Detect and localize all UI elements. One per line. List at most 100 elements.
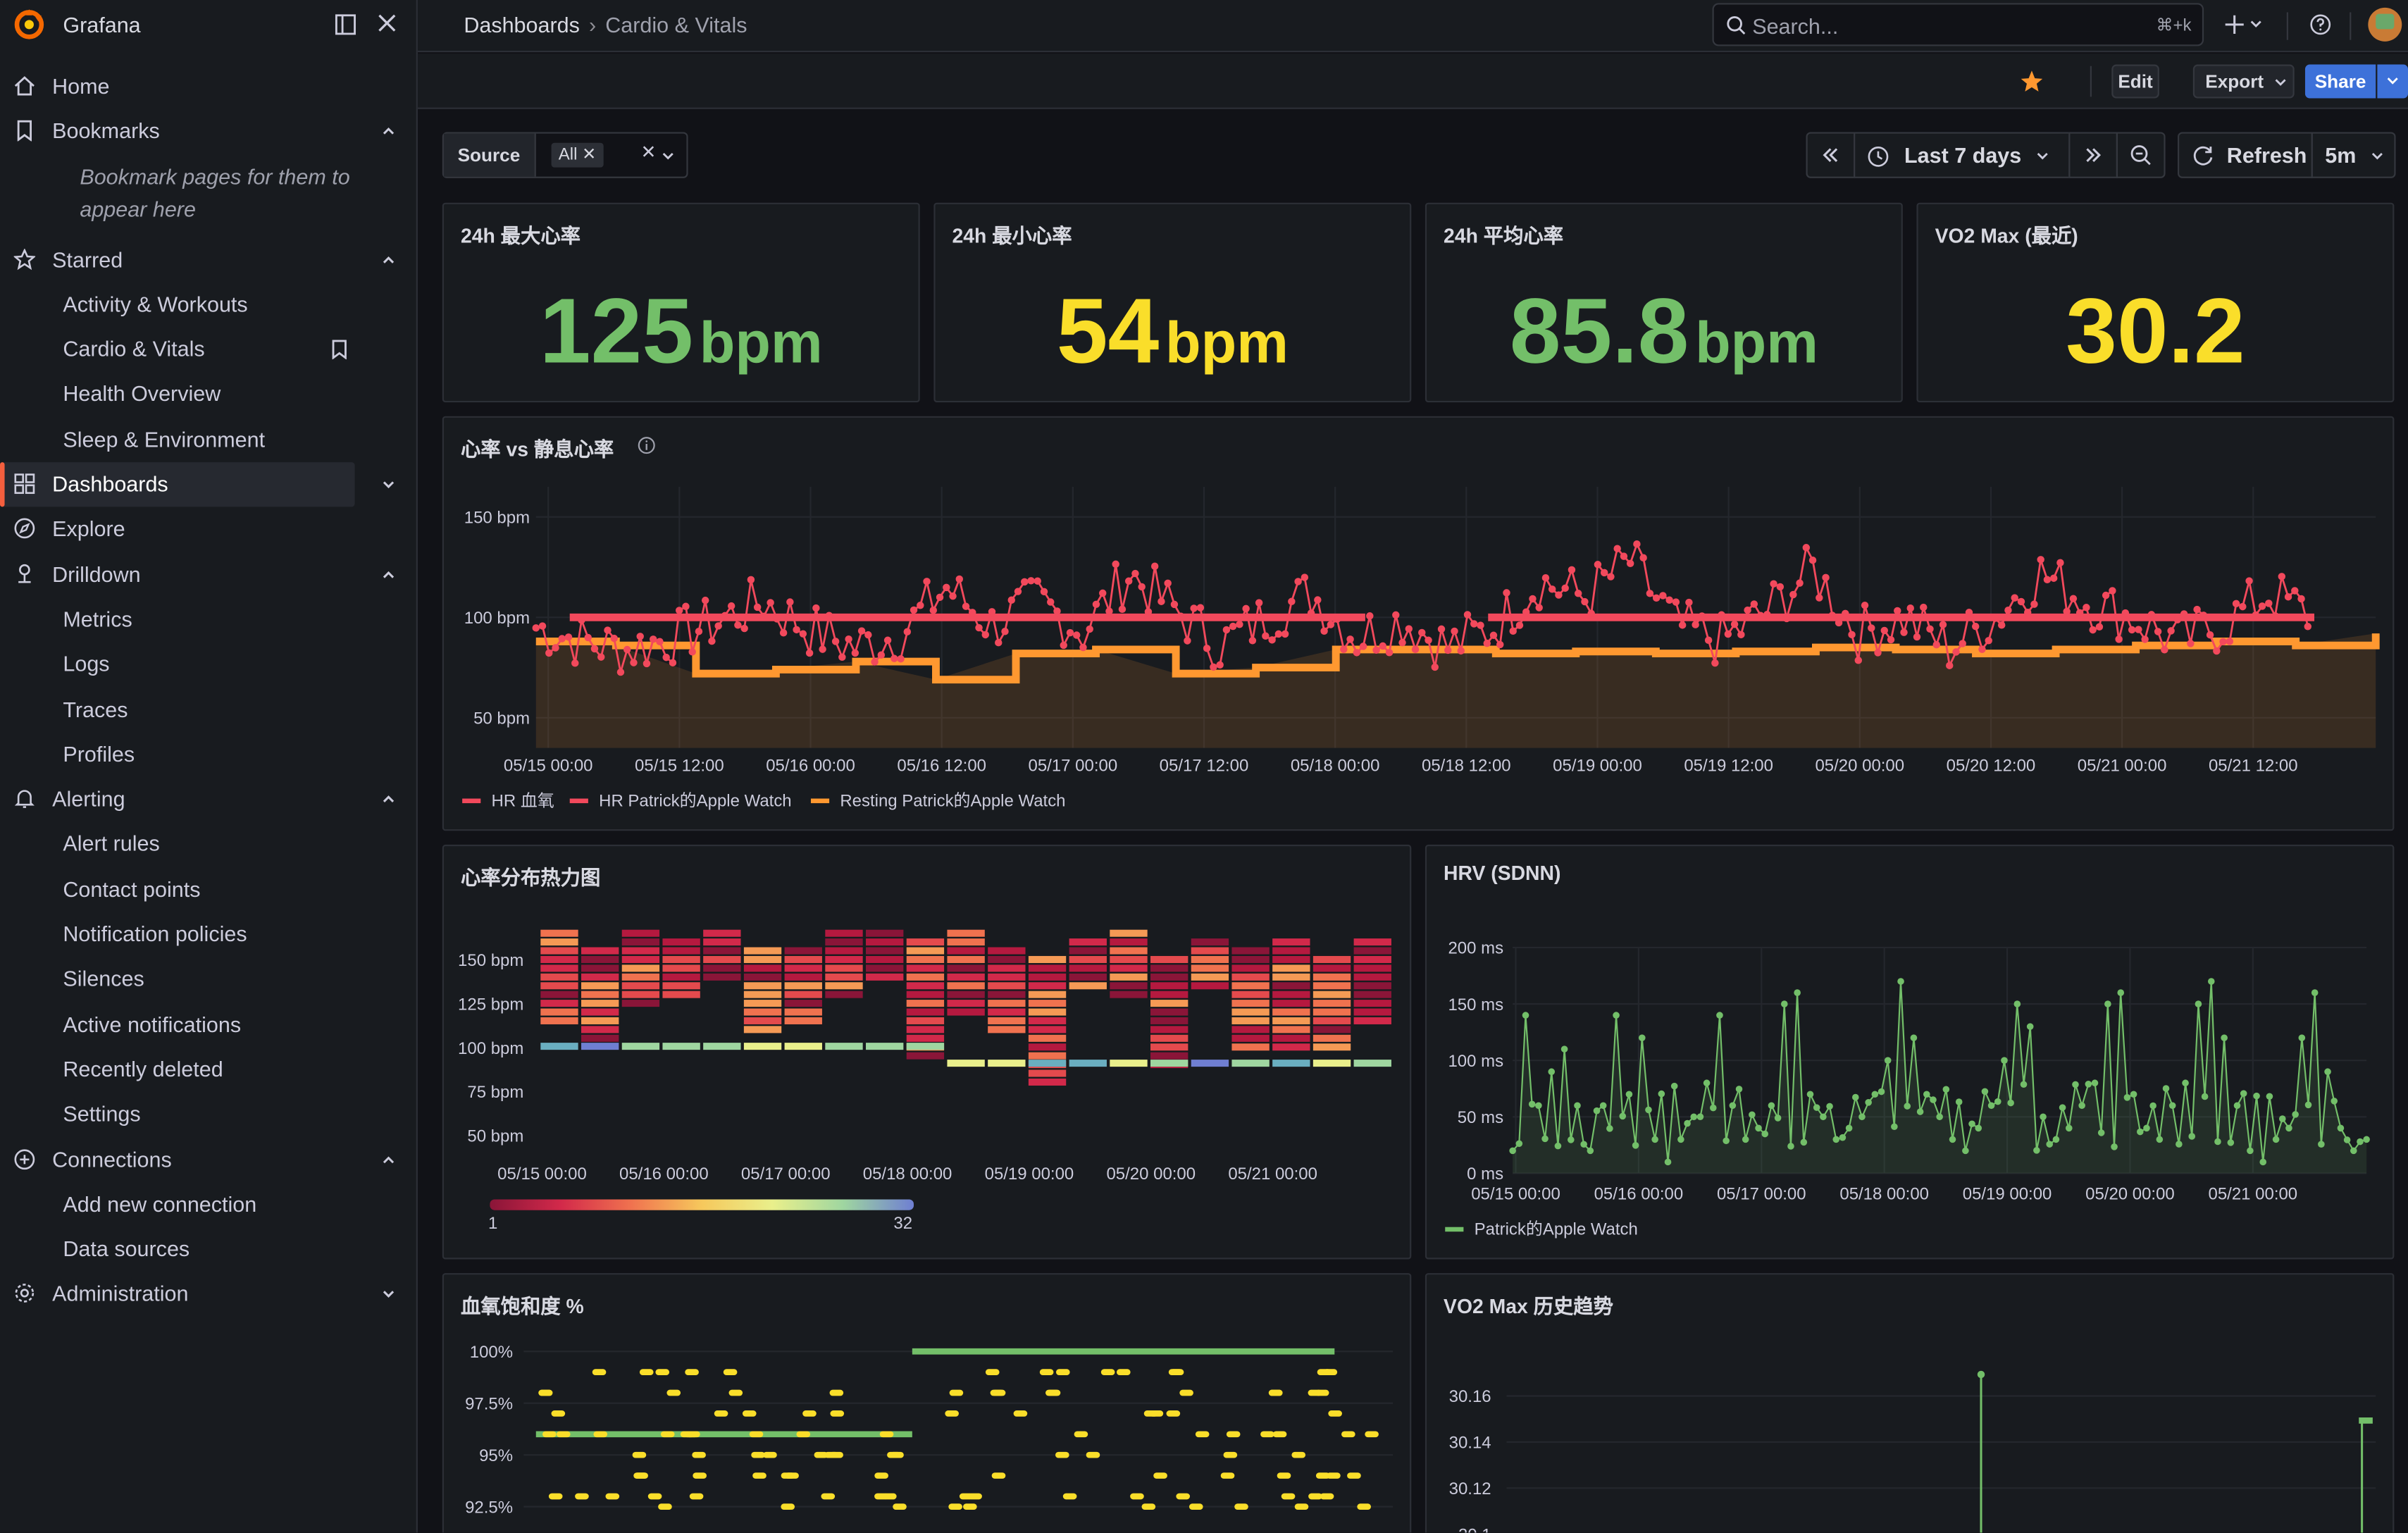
hrv-point — [2318, 1141, 2325, 1148]
nav-item-recently-deleted[interactable]: Recently deleted — [0, 1048, 416, 1093]
chevron-up-icon[interactable] — [381, 125, 397, 137]
chevron-up-icon[interactable] — [381, 568, 397, 580]
refresh-interval-label: 5m — [2325, 142, 2357, 168]
zoom-out-button[interactable] — [2116, 132, 2166, 178]
nav-item-alerting[interactable]: Alerting — [0, 777, 416, 822]
hr-chart[interactable]: 150 bpm 100 bpm 50 bpm 05/15 00:00 05/15 12:… — [444, 418, 2394, 831]
stat-panel-avg-hr[interactable]: 24h 平均心率 85.8 bpm — [1425, 202, 1903, 403]
time-shift-forward-button[interactable] — [2068, 132, 2118, 178]
panel-hr-vs-resting[interactable]: 心率 vs 静息心率 150 bpm 100 bpm 50 bpm 05/15 00:… — [442, 416, 2395, 831]
panel-vo2max-trend[interactable]: VO2 Max 历史趋势 30.16 30.14 30.12 30.1 — [1425, 1273, 2395, 1533]
x-tick-label: 05/16 00:00 — [766, 756, 855, 775]
time-shift-back-button[interactable] — [1806, 132, 1856, 178]
hr-point — [597, 653, 605, 661]
breadcrumb-dashboards[interactable]: Dashboards — [464, 12, 580, 37]
hr-point — [2226, 638, 2234, 645]
help-icon[interactable] — [2309, 14, 2331, 36]
app-name: Grafana — [63, 12, 141, 37]
nav-item-silences[interactable]: Silences — [0, 957, 416, 1003]
stat-panel-min-hr[interactable]: 24h 最小心率 54 bpm — [933, 202, 1412, 403]
nav-item-sleep-environment[interactable]: Sleep & Environment — [0, 417, 416, 462]
nav-item-activity-workouts[interactable]: Activity & Workouts — [0, 283, 416, 328]
close-icon[interactable] — [378, 14, 396, 32]
add-new-icon[interactable] — [2225, 14, 2266, 36]
nav-item-data-sources[interactable]: Data sources — [0, 1227, 416, 1272]
chevron-down-icon[interactable] — [381, 1288, 397, 1300]
nav-item-alert-rules[interactable]: Alert rules — [0, 822, 416, 867]
nav-item-add-new-connection[interactable]: Add new connection — [0, 1182, 416, 1227]
dock-menu-icon[interactable] — [335, 14, 356, 36]
panel-hrv[interactable]: HRV (SDNN) 200 ms 150 ms 100 ms 50 ms 0 ms 05… — [1425, 844, 2395, 1260]
nav-item-alerting-settings[interactable]: Settings — [0, 1092, 416, 1137]
stat-panel-max-hr[interactable]: 24h 最大心率 125 bpm — [442, 202, 920, 403]
info-icon[interactable] — [638, 436, 656, 454]
hr-point — [1894, 607, 1901, 615]
hr-point — [1692, 621, 1699, 628]
nav-item-health-overview[interactable]: Health Overview — [0, 373, 416, 418]
hrv-point — [1839, 1134, 1847, 1141]
source-variable[interactable]: Source All ✕ ✕ — [442, 132, 689, 178]
nav-item-dashboards[interactable]: Dashboards — [0, 462, 395, 508]
nav-item-metrics[interactable]: Metrics — [0, 597, 416, 643]
nav-item-traces[interactable]: Traces — [0, 688, 416, 733]
chevron-up-icon[interactable] — [381, 1153, 397, 1165]
nav-item-cardio-vitals[interactable]: Cardio & Vitals — [0, 328, 416, 373]
heatmap-cell — [947, 955, 985, 963]
heatmap-cell — [784, 1017, 822, 1024]
spo2-chart[interactable]: 100% 97.5% 95% 92.5% — [444, 1274, 1411, 1532]
refresh-interval-picker[interactable]: 5m — [2311, 132, 2396, 178]
source-chip[interactable]: All ✕ — [550, 142, 604, 168]
nav-item-logs[interactable]: Logs — [0, 643, 416, 688]
refresh-button[interactable]: Refresh — [2178, 132, 2313, 178]
panel-hr-heatmap[interactable]: 心率分布热力图 150 bpm 125 bpm 100 bpm 75 bpm 50 bp… — [442, 844, 1412, 1260]
x-tick-label: 05/20 00:00 — [1106, 1165, 1196, 1184]
hrv-point — [1968, 1120, 1975, 1128]
nav-item-explore[interactable]: Explore — [0, 507, 416, 552]
panel-spo2[interactable]: 血氧饱和度 % 100% 97.5% 95% 92.5% — [442, 1273, 1412, 1533]
hr-point — [1750, 600, 1758, 608]
hr-point — [2173, 616, 2182, 623]
hr-point — [2030, 600, 2038, 608]
heatmap-chart[interactable]: 150 bpm 125 bpm 100 bpm 75 bpm 50 bpm 05/15 0… — [444, 846, 1411, 1259]
star-filled-icon[interactable] — [2020, 69, 2044, 94]
chevron-down-icon[interactable] — [381, 478, 397, 490]
edit-button[interactable]: Edit — [2111, 64, 2159, 99]
heatmap-cell — [1312, 973, 1351, 981]
clear-icon[interactable]: ✕ — [640, 141, 657, 163]
hrv-point — [2272, 1136, 2280, 1143]
nav-item-drilldown[interactable]: Drilldown — [0, 552, 416, 597]
heatmap-cell — [1069, 955, 1107, 963]
hr-point — [2239, 602, 2247, 611]
hr-point — [1405, 625, 1413, 633]
chevron-down-icon[interactable] — [662, 152, 674, 161]
vo2-chart[interactable]: 30.16 30.14 30.12 30.1 — [1427, 1274, 2394, 1533]
nav-item-starred[interactable]: Starred — [0, 237, 416, 283]
hrv-point — [1522, 1012, 1529, 1019]
heatmap-cell — [825, 955, 863, 963]
hr-point — [2004, 606, 2012, 614]
chevron-up-icon[interactable] — [381, 253, 397, 265]
nav-item-active-notifications[interactable]: Active notifications — [0, 1003, 416, 1048]
nav-item-bookmarks[interactable]: Bookmarks — [0, 109, 416, 154]
nav-item-home[interactable]: Home — [0, 65, 416, 110]
bookmark-icon[interactable] — [332, 340, 347, 360]
time-range-picker[interactable]: Last 7 days — [1854, 132, 2071, 178]
stat-panel-vo2max[interactable]: VO2 Max (最近) 30.2 — [1916, 202, 2395, 403]
nav-item-profiles[interactable]: Profiles — [0, 732, 416, 777]
share-menu-button[interactable] — [2377, 64, 2408, 99]
nav-item-contact-points[interactable]: Contact points — [0, 867, 416, 912]
nav-item-connections[interactable]: Connections — [0, 1137, 416, 1182]
search-input[interactable]: Search... ⌘+k — [1712, 3, 2204, 46]
share-button[interactable]: Share — [2304, 64, 2376, 99]
avatar[interactable] — [2368, 7, 2402, 42]
nav-item-administration[interactable]: Administration — [0, 1272, 416, 1317]
remove-icon[interactable]: ✕ — [582, 146, 597, 165]
nav-item-label: Starred — [52, 247, 123, 271]
nav-item-notification-policies[interactable]: Notification policies — [0, 912, 416, 957]
export-button[interactable]: Export — [2192, 64, 2295, 99]
chevron-up-icon[interactable] — [381, 793, 397, 805]
heatmap-cell — [743, 1000, 782, 1007]
chevron-down-icon — [2371, 152, 2383, 160]
grafana-logo-icon[interactable] — [14, 9, 45, 40]
